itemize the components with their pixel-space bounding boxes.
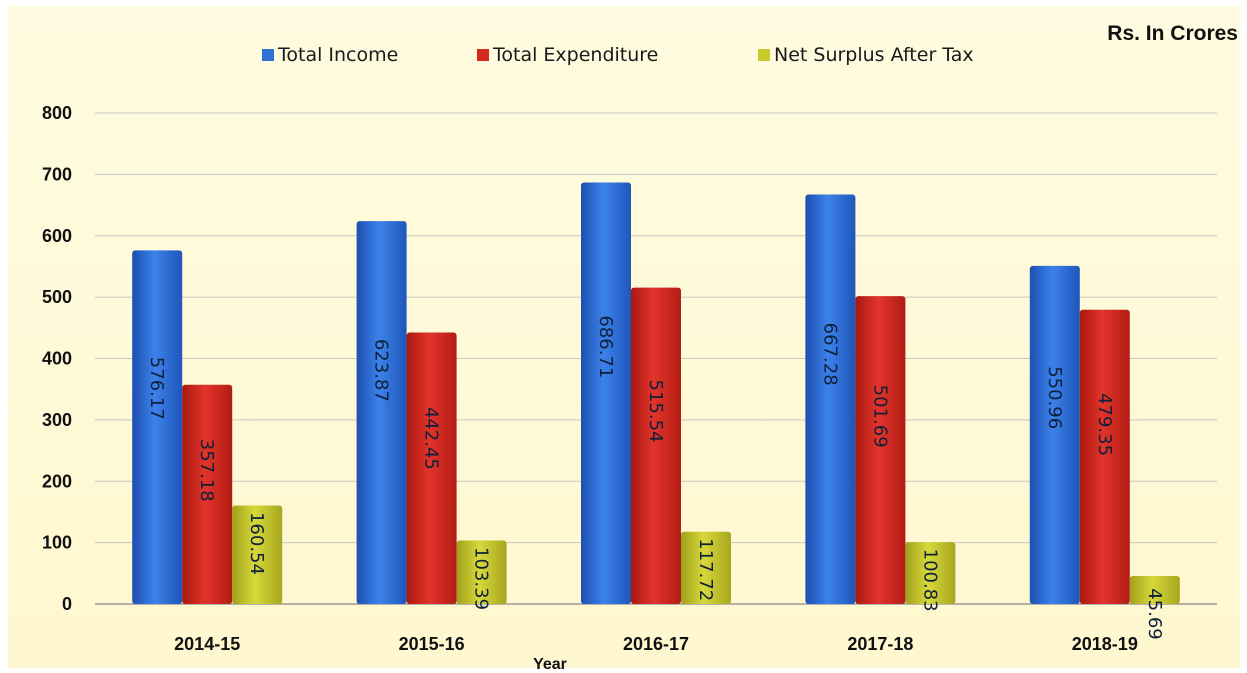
bar-net-surplus-after-tax-2014-15 [232, 505, 283, 604]
x-tick-label: 2018-19 [1072, 634, 1138, 654]
data-label-net-surplus-after-tax: 103.39 [471, 547, 492, 610]
y-tick-label: 200 [42, 471, 72, 491]
data-label-total-expenditure: 442.45 [421, 407, 442, 470]
unit-label: Rs. In Crores [1107, 22, 1238, 45]
bar-total-income-2018-19 [1029, 265, 1080, 604]
legend-label-total-income: Total Income [277, 44, 398, 66]
bar-net-surplus-after-tax-2015-16 [456, 540, 507, 604]
legend-label-total-expenditure: Total Expenditure [492, 44, 658, 66]
y-axis-ticks: 0 100 200 300 400 500 600 700 800 [42, 103, 72, 614]
bar-total-expenditure-2014-15 [182, 384, 233, 604]
bar-net-surplus-after-tax-2017-18 [905, 542, 956, 604]
x-tick-label: 2015-16 [399, 634, 465, 654]
y-tick-label: 500 [42, 287, 72, 307]
x-tick-label: 2014-15 [174, 634, 240, 654]
y-tick-label: 600 [42, 226, 72, 246]
bar-total-income-2015-16 [356, 221, 407, 604]
legend-swatch-net-surplus-after-tax [758, 49, 770, 61]
data-label-total-expenditure: 357.18 [196, 439, 217, 502]
y-tick-label: 100 [42, 533, 72, 553]
bar-total-income-2017-18 [805, 194, 856, 604]
legend-swatch-total-income [262, 49, 274, 61]
data-label-net-surplus-after-tax: 100.83 [919, 549, 940, 612]
y-tick-label: 300 [42, 410, 72, 430]
legend: Total Income Total Expenditure Net Surplus… [262, 44, 974, 66]
data-label-net-surplus-after-tax: 45.69 [1144, 588, 1165, 640]
legend-label-net-surplus-after-tax: Net Surplus After Tax [774, 44, 974, 66]
bar-total-expenditure-2015-16 [406, 332, 457, 604]
y-tick-label: 400 [42, 349, 72, 369]
bar-net-surplus-after-tax-2016-17 [681, 531, 731, 604]
data-label-total-expenditure: 515.54 [645, 379, 666, 442]
data-label-total-expenditure: 501.69 [869, 385, 890, 448]
bar-total-income-2016-17 [581, 182, 631, 604]
data-label-total-income: 550.96 [1044, 366, 1065, 429]
bar-total-expenditure-2017-18 [855, 296, 906, 604]
data-label-net-surplus-after-tax: 160.54 [246, 512, 267, 575]
data-label-total-income: 686.71 [595, 315, 616, 378]
y-tick-label: 700 [42, 164, 72, 184]
data-label-total-income: 667.28 [819, 323, 840, 386]
data-label-total-income: 623.87 [371, 339, 392, 402]
data-label-total-expenditure: 479.35 [1094, 393, 1115, 456]
x-axis-title: Year [533, 656, 567, 673]
data-label-total-income: 576.17 [146, 357, 167, 420]
bar-net-surplus-after-tax-2018-19 [1129, 575, 1180, 604]
bars: 576.17 357.18 160.54 623.87 442.45 103.39 686.… [132, 182, 1180, 640]
x-tick-label: 2016-17 [623, 634, 689, 654]
bar-total-expenditure-2016-17 [631, 287, 681, 604]
y-tick-label: 800 [42, 103, 72, 123]
legend-swatch-total-expenditure [477, 49, 489, 61]
x-axis-ticks: 2014-15 2015-16 2016-17 2017-18 2018-19 [174, 634, 1138, 654]
x-tick-label: 2017-18 [847, 634, 913, 654]
y-tick-label: 0 [62, 594, 72, 614]
data-label-net-surplus-after-tax: 117.72 [695, 538, 716, 601]
bar-total-expenditure-2018-19 [1079, 309, 1130, 604]
bar-total-income-2014-15 [132, 250, 183, 604]
